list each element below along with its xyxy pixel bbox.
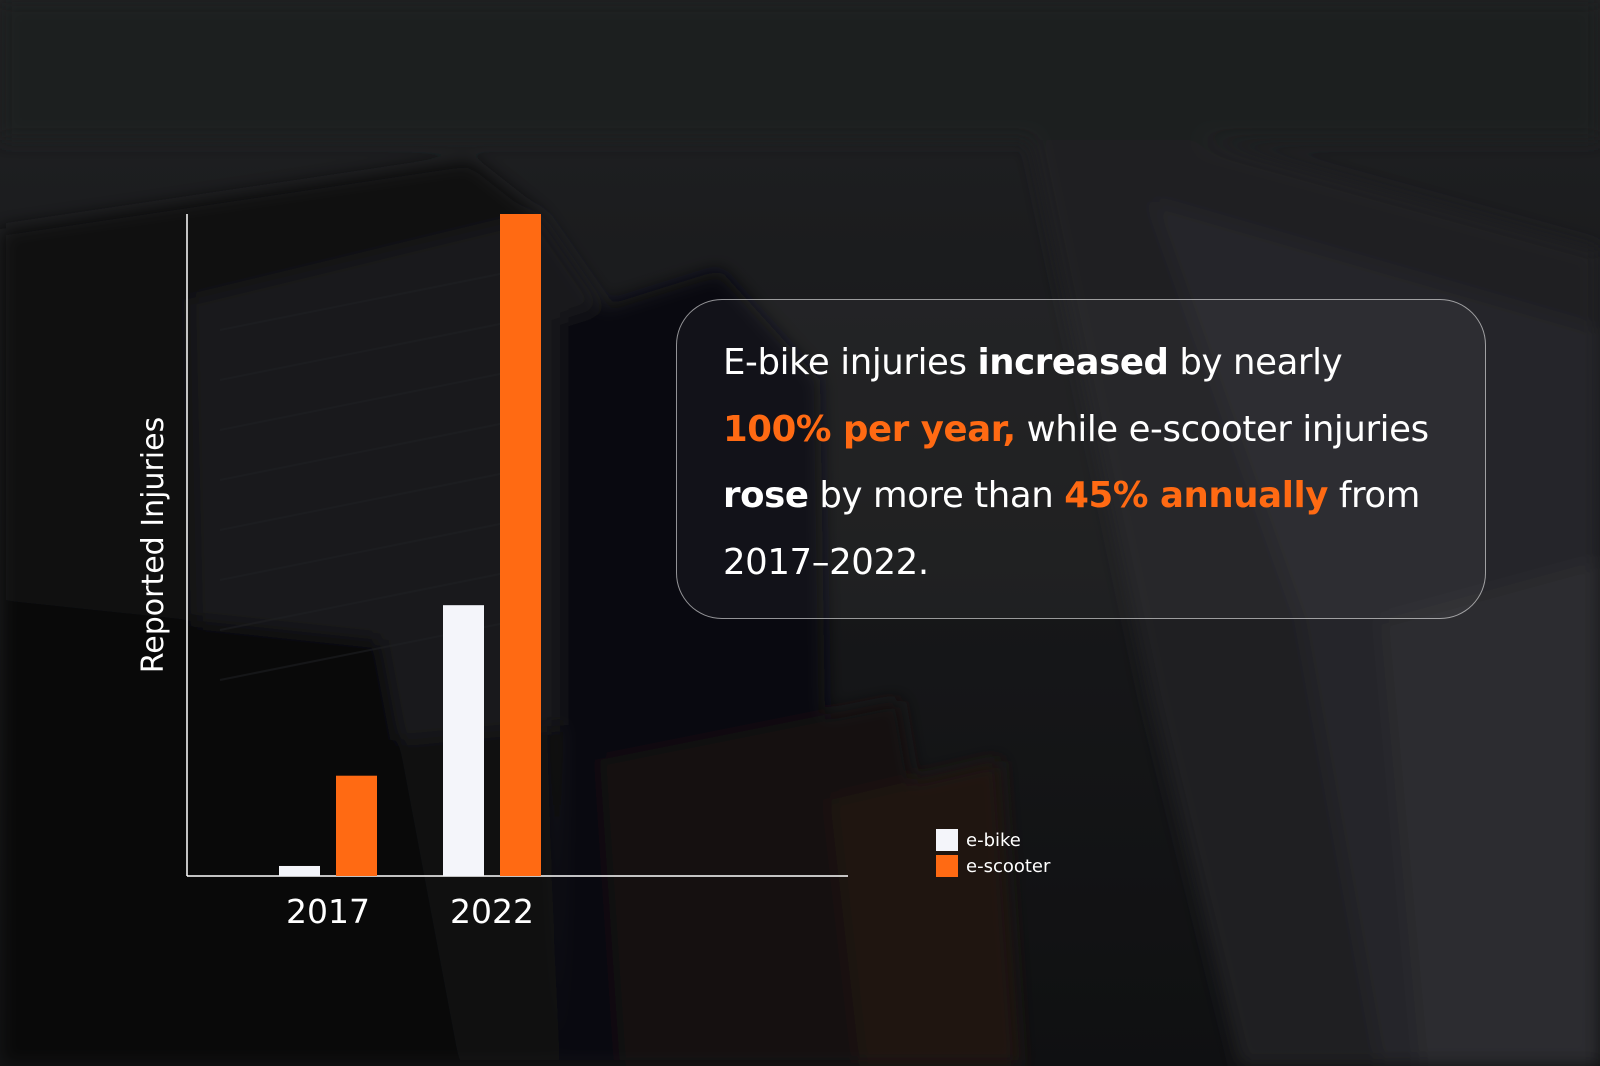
callout-text-3: while e-scooter injuries	[1015, 408, 1429, 450]
callout-text-4: by more than	[808, 475, 1065, 516]
legend: e-bike e-scooter	[936, 829, 1051, 877]
callout-text-1: E-bike injuries	[723, 342, 978, 383]
callout-highlight-ebike-rate: 100% per year,	[723, 408, 1016, 450]
bar-e-bike-2022	[443, 605, 484, 876]
callout-highlight-escooter-rate: 45% annually	[1064, 475, 1328, 516]
callout-emphasis-increased: increased	[977, 342, 1169, 383]
legend-label-e-scooter: e-scooter	[966, 856, 1051, 877]
legend-swatch-e-scooter	[936, 855, 958, 877]
x-tick-label-2022: 2022	[450, 892, 534, 931]
bar-e-scooter-2022	[500, 214, 541, 876]
bar-e-bike-2017	[279, 865, 320, 876]
legend-swatch-e-bike	[936, 829, 958, 851]
x-tick-labels: 2017 2022	[286, 892, 534, 931]
callout-text-5: from 2017–2022.	[723, 475, 1420, 583]
x-tick-label-2017: 2017	[286, 892, 370, 931]
bar-group	[279, 214, 541, 876]
callout-emphasis-rose: rose	[723, 475, 809, 516]
bar-e-scooter-2017	[336, 775, 377, 876]
stat-callout-text: E-bike injuries increased by nearly 100%…	[723, 330, 1455, 596]
y-axis-title: Reported Injuries	[136, 417, 171, 673]
callout-text-2: by nearly	[1168, 342, 1343, 383]
stat-callout-box: E-bike injuries increased by nearly 100%…	[676, 299, 1486, 619]
legend-label-e-bike: e-bike	[966, 830, 1021, 851]
